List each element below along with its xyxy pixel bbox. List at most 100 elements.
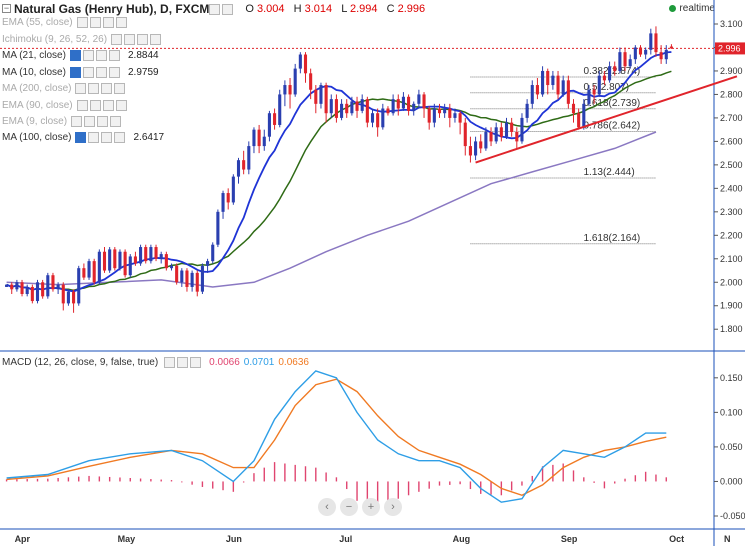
eye-icon[interactable] <box>71 115 83 127</box>
collapse-icon[interactable]: − <box>2 3 11 13</box>
candle-body <box>231 176 235 203</box>
indicator-row[interactable]: MA (10, close) 2.9759 <box>2 65 159 79</box>
indicator-label[interactable]: MA (100, close) <box>2 131 72 143</box>
settings-icon[interactable] <box>88 131 100 143</box>
settings-icon[interactable] <box>124 33 136 45</box>
candle-body <box>623 52 627 67</box>
indicator-label[interactable]: EMA (55, close) <box>2 16 73 28</box>
close-icon[interactable] <box>150 33 162 45</box>
add-icon[interactable] <box>101 82 113 94</box>
close-label: C <box>386 3 395 15</box>
candle-body <box>10 284 14 290</box>
add-icon[interactable] <box>97 115 109 127</box>
candle-body <box>556 75 560 95</box>
close-icon[interactable] <box>190 357 202 368</box>
close-icon[interactable] <box>114 82 126 94</box>
indicator-label[interactable]: EMA (9, close) <box>2 115 68 127</box>
candle-body <box>169 265 174 269</box>
macd-label[interactable]: MACD (12, 26, close, 9, false, true) <box>2 357 159 368</box>
candle-body <box>412 103 416 111</box>
candle-body <box>216 211 220 245</box>
candle-body <box>314 89 318 104</box>
candle-body <box>618 52 622 71</box>
add-icon[interactable] <box>101 131 113 143</box>
zoom-in-button[interactable]: + <box>362 498 380 516</box>
support-trendline <box>475 75 738 164</box>
fib-level-label: 0.786(2.642) <box>584 121 641 132</box>
candle-body <box>77 268 81 304</box>
settings-icon[interactable] <box>83 66 94 78</box>
indicator-label[interactable]: MA (200, close) <box>2 82 72 94</box>
candle-body <box>417 94 421 104</box>
scroll-left-button[interactable]: ‹ <box>318 498 336 516</box>
settings-icon[interactable] <box>83 49 94 61</box>
settings-icon[interactable] <box>84 115 96 127</box>
macd-hist-value: 0.0066 <box>209 357 240 368</box>
settings-icon[interactable] <box>88 82 100 94</box>
scroll-right-button[interactable]: › <box>384 498 402 516</box>
indicator-row[interactable]: Ichimoku (9, 26, 52, 26) <box>2 32 169 46</box>
add-icon[interactable] <box>96 66 107 78</box>
eye-icon[interactable] <box>70 49 81 61</box>
add-icon[interactable] <box>96 49 107 61</box>
indicator-label[interactable]: EMA (90, close) <box>2 99 73 111</box>
candle-body <box>654 33 658 53</box>
eye-icon[interactable] <box>111 33 123 45</box>
candle-body <box>546 70 550 86</box>
candle-body <box>252 129 256 147</box>
y-tick-label: 2.300 <box>720 207 743 217</box>
indicator-row[interactable]: MA (100, close) 2.6417 <box>2 130 164 144</box>
add-icon[interactable] <box>102 16 114 28</box>
candle-body <box>530 85 534 104</box>
add-icon[interactable] <box>102 99 114 111</box>
last-price-tag <box>715 42 745 55</box>
candle-body <box>195 272 199 292</box>
indicator-label[interactable]: MA (21, close) <box>2 49 66 61</box>
close-icon[interactable] <box>115 16 127 28</box>
y-tick-label: 3.100 <box>720 19 743 29</box>
close-icon[interactable] <box>109 49 120 61</box>
candle-body <box>633 47 637 60</box>
eye-icon[interactable] <box>70 66 81 78</box>
indicator-row[interactable]: MA (200, close) <box>2 81 133 95</box>
eye-icon[interactable] <box>76 16 88 28</box>
settings-icon[interactable] <box>89 16 101 28</box>
settings-icon[interactable] <box>177 357 189 368</box>
indicator-label[interactable]: MA (10, close) <box>2 66 66 78</box>
zoom-out-button[interactable]: − <box>340 498 358 516</box>
close-icon[interactable] <box>115 99 127 111</box>
close-icon[interactable] <box>114 131 126 143</box>
eye-icon[interactable] <box>164 357 176 368</box>
add-icon[interactable] <box>137 33 149 45</box>
indicator-row[interactable]: EMA (90, close) <box>2 98 135 112</box>
close-icon[interactable] <box>222 3 234 15</box>
eye-icon[interactable] <box>75 82 87 94</box>
symbol-title[interactable]: Natural Gas (Henry Hub), D, FXCM <box>14 2 210 16</box>
candle-body <box>211 244 215 262</box>
candle-body <box>283 85 287 95</box>
chart-header: − Natural Gas (Henry Hub), D, FXCM O 3.0… <box>0 0 745 18</box>
ma21-line <box>6 70 672 292</box>
candle-body <box>340 103 344 118</box>
indicator-row[interactable]: EMA (9, close) <box>2 114 129 128</box>
candle-body <box>592 89 596 95</box>
macd-y-tick-label: -0.050 <box>720 511 745 521</box>
candle-body <box>453 113 457 118</box>
candle-body <box>242 160 246 170</box>
candle-body <box>113 249 117 269</box>
settings-icon[interactable] <box>89 99 101 111</box>
high-value: 3.014 <box>304 3 333 15</box>
y-tick-label: 2.500 <box>720 160 743 170</box>
close-icon[interactable] <box>109 66 120 78</box>
indicator-row[interactable]: MA (21, close) 2.8844 <box>2 48 159 62</box>
indicator-label[interactable]: Ichimoku (9, 26, 52, 26) <box>2 33 108 45</box>
y-tick-label: 2.900 <box>720 66 743 76</box>
candle-body <box>422 94 426 109</box>
close-icon[interactable] <box>110 115 122 127</box>
eye-icon[interactable] <box>75 131 87 143</box>
settings-icon[interactable] <box>209 3 221 15</box>
candle-body <box>180 270 184 283</box>
eye-icon[interactable] <box>76 99 88 111</box>
indicator-row[interactable]: EMA (55, close) <box>2 15 135 29</box>
